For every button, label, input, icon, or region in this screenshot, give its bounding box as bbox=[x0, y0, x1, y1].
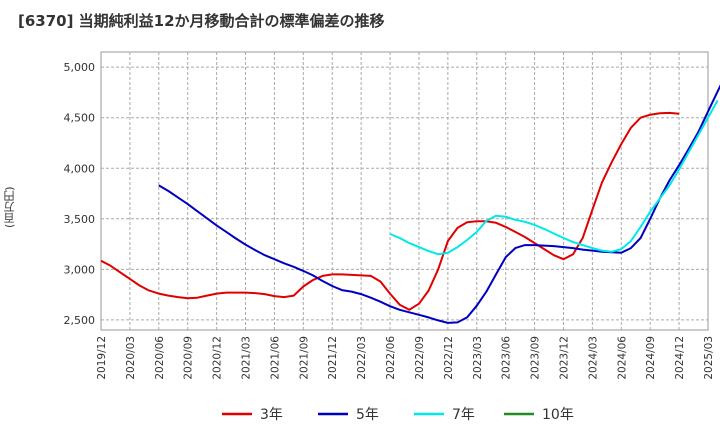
y-axis-ticks: 2,500 3,000 3,500 4,000 4,500 5,000 bbox=[64, 61, 96, 327]
legend: 3年 5年 7年 10年 bbox=[222, 407, 574, 423]
x-tick-label: 2022/03 bbox=[356, 336, 368, 380]
x-tick-label: 2023/06 bbox=[501, 336, 513, 380]
x-tick-label: 2025/03 bbox=[703, 336, 715, 380]
y-tick-label: 5,000 bbox=[64, 61, 96, 74]
plot-background bbox=[100, 51, 709, 331]
x-tick-label: 2022/06 bbox=[385, 336, 397, 380]
x-tick-label: 2024/12 bbox=[674, 336, 686, 380]
chart-title: [6370] 当期純利益12か月移動合計の標準偏差の推移 bbox=[18, 12, 385, 30]
series-line-0 bbox=[100, 111, 680, 311]
y-tick-label: 2,500 bbox=[64, 314, 96, 327]
series-line-2 bbox=[389, 100, 719, 256]
x-tick-label: 2022/09 bbox=[414, 336, 426, 380]
x-tick-label: 2020/03 bbox=[125, 336, 137, 380]
x-tick-label: 2022/12 bbox=[443, 336, 455, 380]
y-tick-label: 3,000 bbox=[64, 263, 96, 276]
series-lines bbox=[100, 84, 720, 324]
x-tick-label: 2021/06 bbox=[269, 336, 281, 380]
x-tick-label: 2021/12 bbox=[327, 336, 339, 380]
y-tick-label: 3,500 bbox=[64, 213, 96, 226]
grid-lines bbox=[101, 52, 708, 330]
x-tick-label: 2020/09 bbox=[183, 336, 195, 380]
legend-label-1: 5年 bbox=[356, 407, 379, 423]
x-tick-label: 2019/12 bbox=[96, 336, 108, 380]
x-tick-label: 2020/06 bbox=[154, 336, 166, 380]
x-tick-label: 2024/06 bbox=[616, 336, 628, 380]
x-tick-label: 2021/09 bbox=[298, 336, 310, 380]
legend-label-0: 3年 bbox=[260, 407, 283, 423]
x-tick-label: 2021/03 bbox=[241, 336, 253, 380]
y-tick-label: 4,500 bbox=[64, 112, 96, 125]
series-line-1 bbox=[158, 84, 720, 324]
x-tick-label: 2023/09 bbox=[530, 336, 542, 380]
legend-label-3: 10年 bbox=[542, 407, 574, 423]
legend-label-2: 7年 bbox=[452, 407, 475, 423]
x-tick-label: 2020/12 bbox=[212, 336, 224, 380]
y-tick-label: 4,000 bbox=[64, 162, 96, 175]
x-tick-label: 2023/03 bbox=[472, 336, 484, 380]
x-tick-label: 2024/03 bbox=[587, 336, 599, 380]
x-tick-label: 2024/09 bbox=[645, 336, 657, 380]
x-tick-label: 2023/12 bbox=[558, 336, 570, 380]
x-axis-ticks: 2019/12 2020/03 2020/06 2020/09 2020/12 2021/… bbox=[96, 336, 715, 380]
